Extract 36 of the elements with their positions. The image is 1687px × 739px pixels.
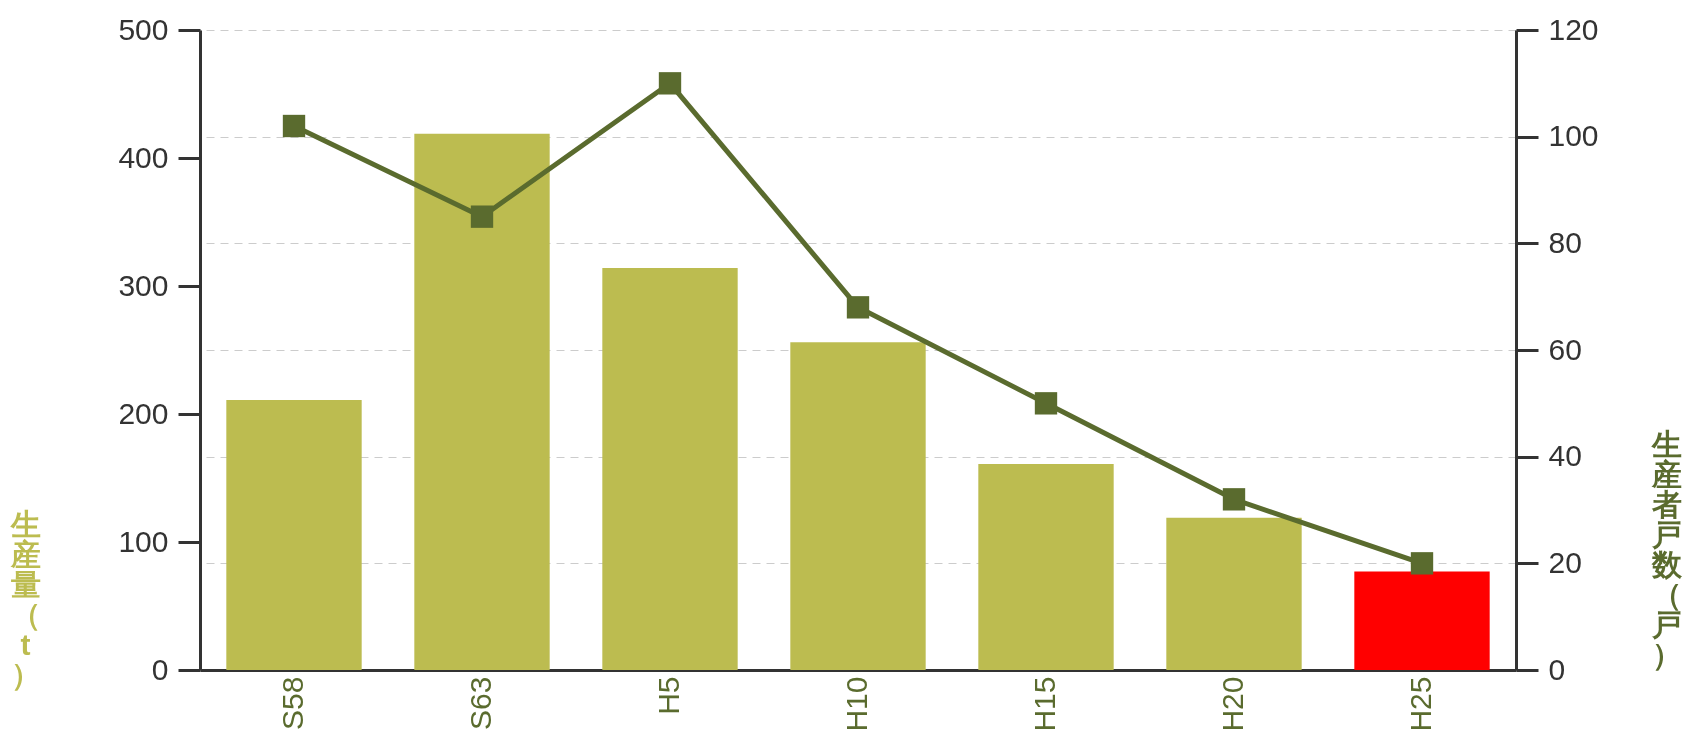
y2-tick-label: 0 <box>1548 652 1566 686</box>
bar <box>1354 571 1490 670</box>
x-tick-label: H5 <box>652 676 685 715</box>
y-tick-label: 0 <box>151 652 169 686</box>
y-tick-label: 500 <box>118 12 169 46</box>
point <box>470 205 494 228</box>
y2-tick-label: 120 <box>1548 12 1599 46</box>
y2-tick-label: 20 <box>1548 545 1582 579</box>
bar <box>978 463 1114 670</box>
x-tick-label: H25 <box>1404 676 1437 732</box>
y-tick-label: 400 <box>118 140 169 174</box>
y2-tick-label: 80 <box>1548 225 1582 259</box>
point <box>1034 392 1058 415</box>
x-tick-label: S63 <box>464 676 497 730</box>
y2-tick-label: 100 <box>1548 119 1599 153</box>
y-tick-label: 200 <box>118 396 169 430</box>
y-axis-title: 生産量（t） <box>9 507 41 691</box>
x-tick-label: H15 <box>1028 676 1061 732</box>
point <box>1222 488 1246 511</box>
point <box>658 72 682 95</box>
y2-axis-title: 生産者戸数（戸） <box>1650 427 1683 671</box>
bar <box>790 342 926 670</box>
y-tick-label: 100 <box>118 524 169 558</box>
y2-tick-label: 40 <box>1548 439 1582 473</box>
x-tick-label: H10 <box>840 676 873 732</box>
bar <box>414 133 550 670</box>
point <box>282 114 306 138</box>
x-tick-label: H20 <box>1216 676 1249 732</box>
bar <box>226 399 362 670</box>
bar <box>602 268 738 670</box>
point <box>846 296 870 319</box>
x-tick-label: S58 <box>276 676 309 730</box>
y2-tick-label: 60 <box>1548 332 1582 366</box>
bar <box>1166 517 1302 670</box>
point <box>1410 552 1434 575</box>
y-tick-label: 300 <box>118 268 169 302</box>
